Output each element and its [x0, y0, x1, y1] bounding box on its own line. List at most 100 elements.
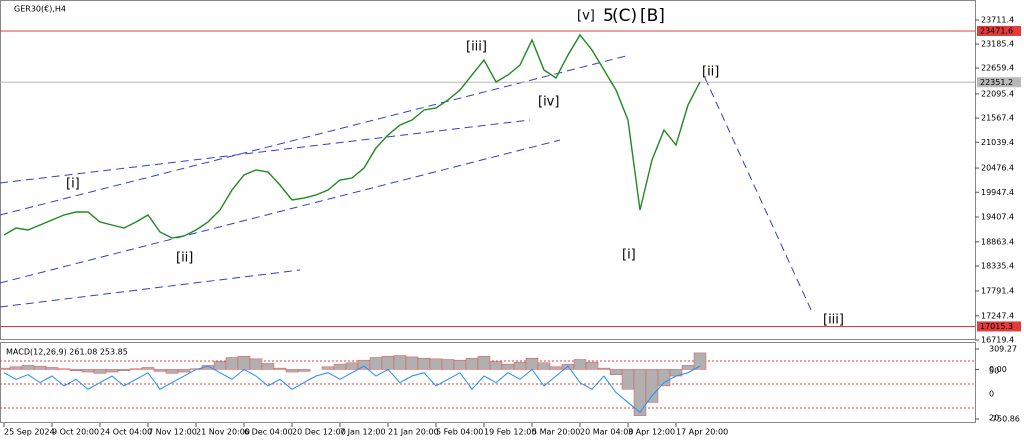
trend-line — [0, 54, 631, 216]
macd-bar — [465, 357, 479, 370]
macd-bar — [33, 365, 47, 370]
wave-label: [v] — [577, 9, 595, 24]
wave-label: [B] — [640, 6, 665, 26]
macd-bar — [573, 359, 587, 370]
macd-line — [3, 365, 701, 414]
wave-label: [iii] — [823, 313, 844, 328]
macd-bar — [321, 366, 335, 370]
y-tick-label: 21567.4 — [981, 114, 1014, 123]
price-line — [3, 33, 701, 239]
y-tick-label: 19407.4 — [981, 212, 1014, 221]
macd-bar — [477, 355, 491, 370]
wave-label: [i] — [66, 177, 80, 192]
macd-bar — [597, 367, 611, 370]
wave-label: [i] — [622, 248, 636, 263]
trend-line — [0, 119, 531, 184]
macd-panel — [0, 342, 976, 423]
macd-tick-label: 309.27 — [989, 345, 1017, 354]
macd-bar — [621, 369, 635, 390]
x-tick-label: 20 Dec 12:00 — [292, 428, 346, 437]
macd-bar — [0, 367, 11, 370]
macd-bar — [657, 369, 671, 387]
macd-bar — [381, 355, 395, 370]
x-tick-label: 21 Nov 20:00 — [196, 428, 250, 437]
macd-bar — [213, 361, 227, 370]
y-tick-label: 22095.4 — [981, 89, 1014, 98]
macd-bar — [93, 369, 107, 374]
level-label: 17015.3 — [980, 322, 1013, 331]
x-tick-label: 7 Nov 12:00 — [148, 428, 197, 437]
wave-label: [ii] — [176, 251, 193, 266]
x-tick-label: 25 Sep 2024 — [4, 428, 55, 437]
macd-bar — [129, 368, 143, 370]
x-tick-label: 24 Oct 04:00 — [100, 428, 152, 437]
overlay-label: 0 — [989, 390, 994, 399]
macd-bar — [405, 356, 419, 370]
macd-bar — [333, 363, 347, 370]
macd-bar — [273, 367, 287, 370]
macd-bar — [645, 369, 659, 403]
macd-bar — [57, 368, 71, 370]
y-tick-label: 23711.4 — [981, 16, 1014, 25]
macd-bar — [261, 363, 275, 370]
macd-bar — [429, 358, 443, 370]
overlay-label: 20 — [989, 414, 999, 423]
macd-bar — [585, 361, 599, 370]
y-tick-label: 22659.4 — [981, 64, 1014, 73]
trend-line — [0, 139, 561, 284]
level-label: 23471.6 — [980, 26, 1013, 35]
level-box — [977, 321, 1021, 332]
macd-bar — [117, 369, 131, 371]
macd-bar — [297, 369, 311, 372]
macd-bar — [21, 365, 35, 370]
macd-tick-label: 0.00 — [989, 365, 1007, 374]
macd-bar — [513, 361, 527, 370]
macd-bar — [285, 369, 299, 373]
x-tick-label: 9 Oct 20:00 — [52, 428, 99, 437]
macd-bar — [489, 361, 503, 370]
macd-bar — [681, 365, 695, 370]
y-tick-label: 17791.4 — [981, 286, 1014, 295]
macd-bar — [141, 367, 155, 370]
y-tick-label: 21039.4 — [981, 138, 1014, 147]
y-tick-label: 17247.4 — [981, 311, 1014, 320]
macd-bar — [501, 363, 515, 370]
wave-label: (C) — [612, 6, 637, 26]
wave-label: 5 — [603, 6, 614, 26]
macd-bar — [81, 369, 95, 373]
x-tick-label: 20 Mar 04:00 — [580, 428, 633, 437]
trend-lines — [0, 54, 813, 313]
trend-line — [0, 269, 301, 308]
macd-bar — [609, 369, 623, 375]
macd-bar — [441, 359, 455, 370]
macd-bar — [153, 369, 167, 372]
projection-line — [704, 77, 813, 313]
x-tick-label: 6 Dec 04:00 — [244, 428, 293, 437]
y-tick-label: 18863.4 — [981, 237, 1014, 246]
y-tick-label: 18335.4 — [981, 262, 1014, 271]
y-tick-label: 19947.4 — [981, 188, 1014, 197]
macd-bar — [393, 355, 407, 370]
macd-bar — [453, 359, 467, 370]
macd-tick-label: -750.86 — [989, 415, 1020, 424]
macd-bar — [105, 369, 119, 373]
x-tick-label: 19 Feb 12:00 — [484, 428, 536, 437]
macd-bar — [549, 366, 563, 370]
x-tick-label: 3 Apr 12:00 — [628, 428, 675, 437]
macd-bar — [165, 369, 179, 374]
macd-bar — [249, 358, 263, 370]
macd-bar — [345, 362, 359, 370]
x-tick-label: 21 Jan 20:00 — [388, 428, 439, 437]
macd-bar — [45, 367, 59, 370]
wave-label: [ii] — [702, 65, 719, 80]
macd-bar — [417, 357, 431, 370]
macd-bar — [525, 357, 539, 370]
macd-bar — [537, 362, 551, 370]
wave-label: [iii] — [466, 40, 487, 55]
overlay-label: 50 — [989, 367, 999, 376]
level-box — [977, 25, 1021, 36]
x-tick-label: 7 Jan 12:00 — [340, 428, 386, 437]
x-tick-label: 17 Apr 20:00 — [676, 428, 728, 437]
macd-bar — [69, 369, 83, 371]
